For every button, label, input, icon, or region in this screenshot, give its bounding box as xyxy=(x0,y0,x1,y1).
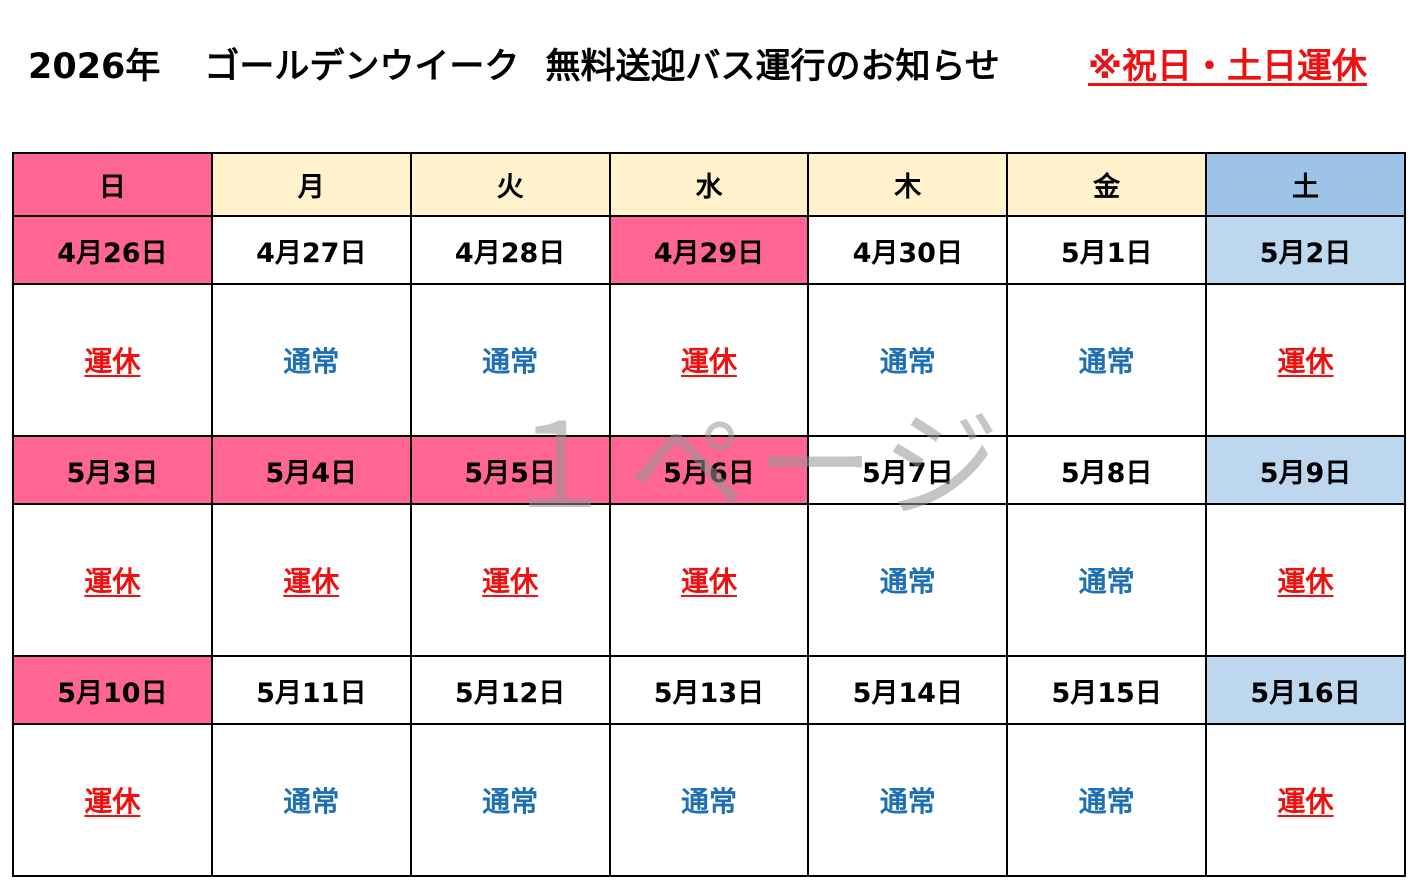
status-cell: 運休 xyxy=(12,283,213,437)
date-cell: 4月28日 xyxy=(409,215,611,285)
closure-notice: ※祝日・土日運休 xyxy=(1088,47,1368,87)
status-cell: 通常 xyxy=(1006,283,1208,437)
weekday-header-sun: 日 xyxy=(12,152,213,217)
status-cell: 通常 xyxy=(1006,503,1208,657)
date-cell: 5月15日 xyxy=(1006,655,1208,725)
date-cell: 5月4日 xyxy=(210,435,412,505)
status-row: 運休 通常 通常 運休 通常 通常 運休 xyxy=(12,283,1406,437)
status-label: 通常 xyxy=(1078,565,1135,598)
date-cell: 5月1日 xyxy=(1006,215,1208,285)
date-cell: 5月6日 xyxy=(608,435,810,505)
date-cell: 4月29日 xyxy=(608,215,810,285)
title-subject: 無料送迎バス運行のお知らせ xyxy=(545,47,1000,87)
date-cell: 5月9日 xyxy=(1205,435,1406,505)
status-cell: 運休 xyxy=(1205,723,1406,877)
date-cell: 5月5日 xyxy=(409,435,611,505)
status-label: 運休 xyxy=(84,345,141,378)
status-label: 通常 xyxy=(680,785,737,818)
weekday-header-sat: 土 xyxy=(1205,152,1406,217)
date-cell: 4月30日 xyxy=(807,215,1009,285)
date-cell: 4月27日 xyxy=(210,215,412,285)
status-label: 運休 xyxy=(680,565,737,598)
date-cell: 5月3日 xyxy=(12,435,213,505)
status-label: 通常 xyxy=(482,345,539,378)
weekday-header-fri: 金 xyxy=(1006,152,1208,217)
date-cell: 5月11日 xyxy=(210,655,412,725)
date-cell: 5月10日 xyxy=(12,655,213,725)
status-label: 通常 xyxy=(879,785,936,818)
date-row: 5月3日 5月4日 5月5日 5月6日 5月7日 5月8日 5月9日 xyxy=(12,435,1406,505)
status-label: 通常 xyxy=(283,785,340,818)
weekday-header-mon: 月 xyxy=(210,152,412,217)
status-cell: 運休 xyxy=(1205,283,1406,437)
status-label: 通常 xyxy=(1078,345,1135,378)
weekday-header-row: 日 月 火 水 木 金 土 xyxy=(12,152,1406,217)
status-label: 通常 xyxy=(482,785,539,818)
page-title: 2026年 ゴールデンウイーク 無料送迎バス運行のお知らせ xyxy=(28,38,1000,89)
status-cell: 通常 xyxy=(807,503,1009,657)
date-cell: 5月16日 xyxy=(1205,655,1406,725)
title-event: ゴールデンウイーク xyxy=(204,47,520,87)
weekday-header-thu: 木 xyxy=(807,152,1009,217)
status-cell: 運休 xyxy=(608,503,810,657)
status-label: 通常 xyxy=(283,345,340,378)
title-year: 2026年 xyxy=(28,47,161,87)
date-cell: 5月2日 xyxy=(1205,215,1406,285)
date-cell: 5月13日 xyxy=(608,655,810,725)
date-cell: 5月7日 xyxy=(807,435,1009,505)
status-cell: 運休 xyxy=(12,723,213,877)
status-row: 運休 運休 運休 運休 通常 通常 運休 xyxy=(12,503,1406,657)
weekday-header-wed: 水 xyxy=(608,152,810,217)
status-label: 運休 xyxy=(84,785,141,818)
status-cell: 運休 xyxy=(1205,503,1406,657)
status-label: 運休 xyxy=(1277,785,1334,818)
status-label: 運休 xyxy=(1277,565,1334,598)
status-label: 通常 xyxy=(879,565,936,598)
date-cell: 5月8日 xyxy=(1006,435,1208,505)
status-cell: 通常 xyxy=(409,723,611,877)
status-cell: 運休 xyxy=(12,503,213,657)
status-label: 運休 xyxy=(1277,345,1334,378)
status-cell: 通常 xyxy=(807,283,1009,437)
status-cell: 通常 xyxy=(210,723,412,877)
status-cell: 通常 xyxy=(210,283,412,437)
status-cell: 運休 xyxy=(608,283,810,437)
date-cell: 5月14日 xyxy=(807,655,1009,725)
date-cell: 5月12日 xyxy=(409,655,611,725)
status-row: 運休 通常 通常 通常 通常 通常 運休 xyxy=(12,723,1406,877)
status-label: 運休 xyxy=(84,565,141,598)
status-cell: 通常 xyxy=(409,283,611,437)
status-label: 運休 xyxy=(680,345,737,378)
status-cell: 通常 xyxy=(807,723,1009,877)
date-cell: 4月26日 xyxy=(12,215,213,285)
bus-schedule-calendar: 日 月 火 水 木 金 土 4月26日 4月27日 4月28日 4月29日 4月30日 5… xyxy=(12,152,1406,877)
status-label: 運休 xyxy=(283,565,340,598)
status-label: 通常 xyxy=(879,345,936,378)
status-cell: 通常 xyxy=(608,723,810,877)
status-label: 運休 xyxy=(482,565,539,598)
status-label: 通常 xyxy=(1078,785,1135,818)
date-row: 5月10日 5月11日 5月12日 5月13日 5月14日 5月15日 5月16日 xyxy=(12,655,1406,725)
status-cell: 通常 xyxy=(1006,723,1208,877)
date-row: 4月26日 4月27日 4月28日 4月29日 4月30日 5月1日 5月2日 xyxy=(12,215,1406,285)
status-cell: 運休 xyxy=(210,503,412,657)
status-cell: 運休 xyxy=(409,503,611,657)
weekday-header-tue: 火 xyxy=(409,152,611,217)
